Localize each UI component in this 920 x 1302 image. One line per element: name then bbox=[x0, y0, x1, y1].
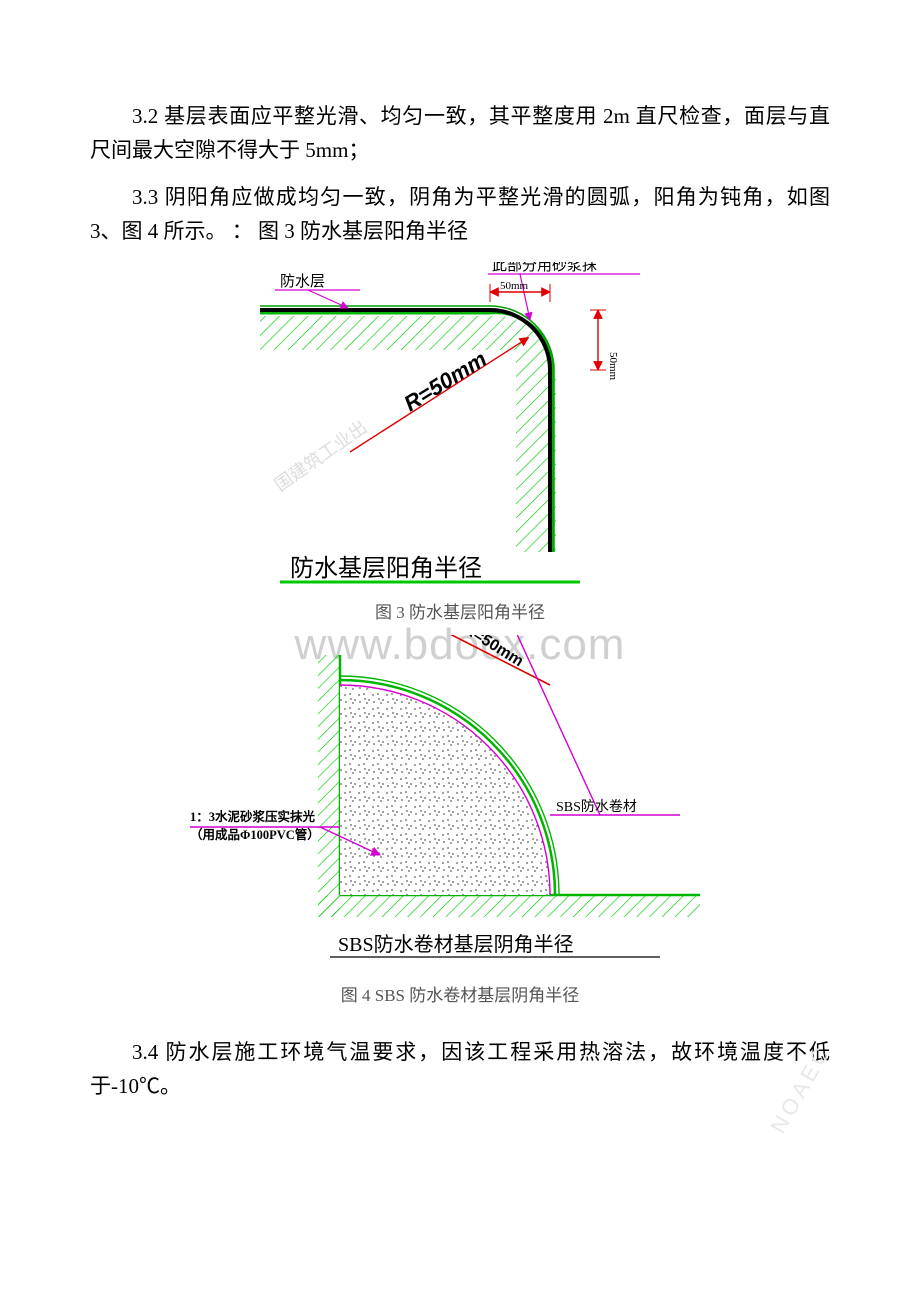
figure-4-diagram: R=50mm SBS防水卷材 1：3水泥砂浆压实抹光 （用成品Φ100PVC管） SBS… bbox=[180, 635, 740, 975]
figure-4-container: R=50mm SBS防水卷材 1：3水泥砂浆压实抹光 （用成品Φ100PVC管） SBS… bbox=[90, 635, 830, 1018]
paragraph-3-3: 3.3 阴阳角应做成均匀一致，阴角为平整光滑的圆弧，阳角为钝角，如图 3、图 4… bbox=[90, 181, 830, 248]
figure-4-caption: 图 4 SBS 防水卷材基层阴角半径 bbox=[341, 981, 580, 1006]
svg-text:防水基层阳角半径: 防水基层阳角半径 bbox=[290, 555, 482, 582]
svg-text:（用成品Φ100PVC管）: （用成品Φ100PVC管） bbox=[190, 827, 320, 842]
svg-text:50mm: 50mm bbox=[607, 352, 619, 381]
paragraph-3-4: 3.4 防水层施工环境气温要求，因该工程采用热溶法，故环境温度不低于-10℃。 bbox=[90, 1036, 830, 1103]
figure-3-diagram: 防水层 此部分用砂浆抹 R=50mm 50mm 50mm 防水基层阳角半径 国建筑工业出 bbox=[220, 262, 700, 592]
svg-text:1：3水泥砂浆压实抹光: 1：3水泥砂浆压实抹光 bbox=[190, 809, 316, 824]
svg-text:SBS防水卷材基层阴角半径: SBS防水卷材基层阴角半径 bbox=[338, 933, 574, 956]
svg-text:防水层: 防水层 bbox=[280, 273, 325, 290]
paragraph-3-2: 3.2 基层表面应平整光滑、均匀一致，其平整度用 2m 直尺检查，面层与直尺间最… bbox=[90, 100, 830, 167]
svg-text:R=50mm: R=50mm bbox=[399, 346, 491, 416]
figure-3-caption: 图 3 防水基层阳角半径 bbox=[375, 598, 545, 623]
svg-text:此部分用砂浆抹: 此部分用砂浆抹 bbox=[492, 262, 597, 274]
svg-text:50mm: 50mm bbox=[500, 280, 529, 292]
svg-text:国建筑工业出: 国建筑工业出 bbox=[271, 417, 371, 495]
svg-text:SBS防水卷材: SBS防水卷材 bbox=[556, 799, 637, 815]
figure-3-container: 防水层 此部分用砂浆抹 R=50mm 50mm 50mm 防水基层阳角半径 国建筑工业出 图… bbox=[90, 262, 830, 635]
svg-text:R=50mm: R=50mm bbox=[460, 635, 526, 670]
